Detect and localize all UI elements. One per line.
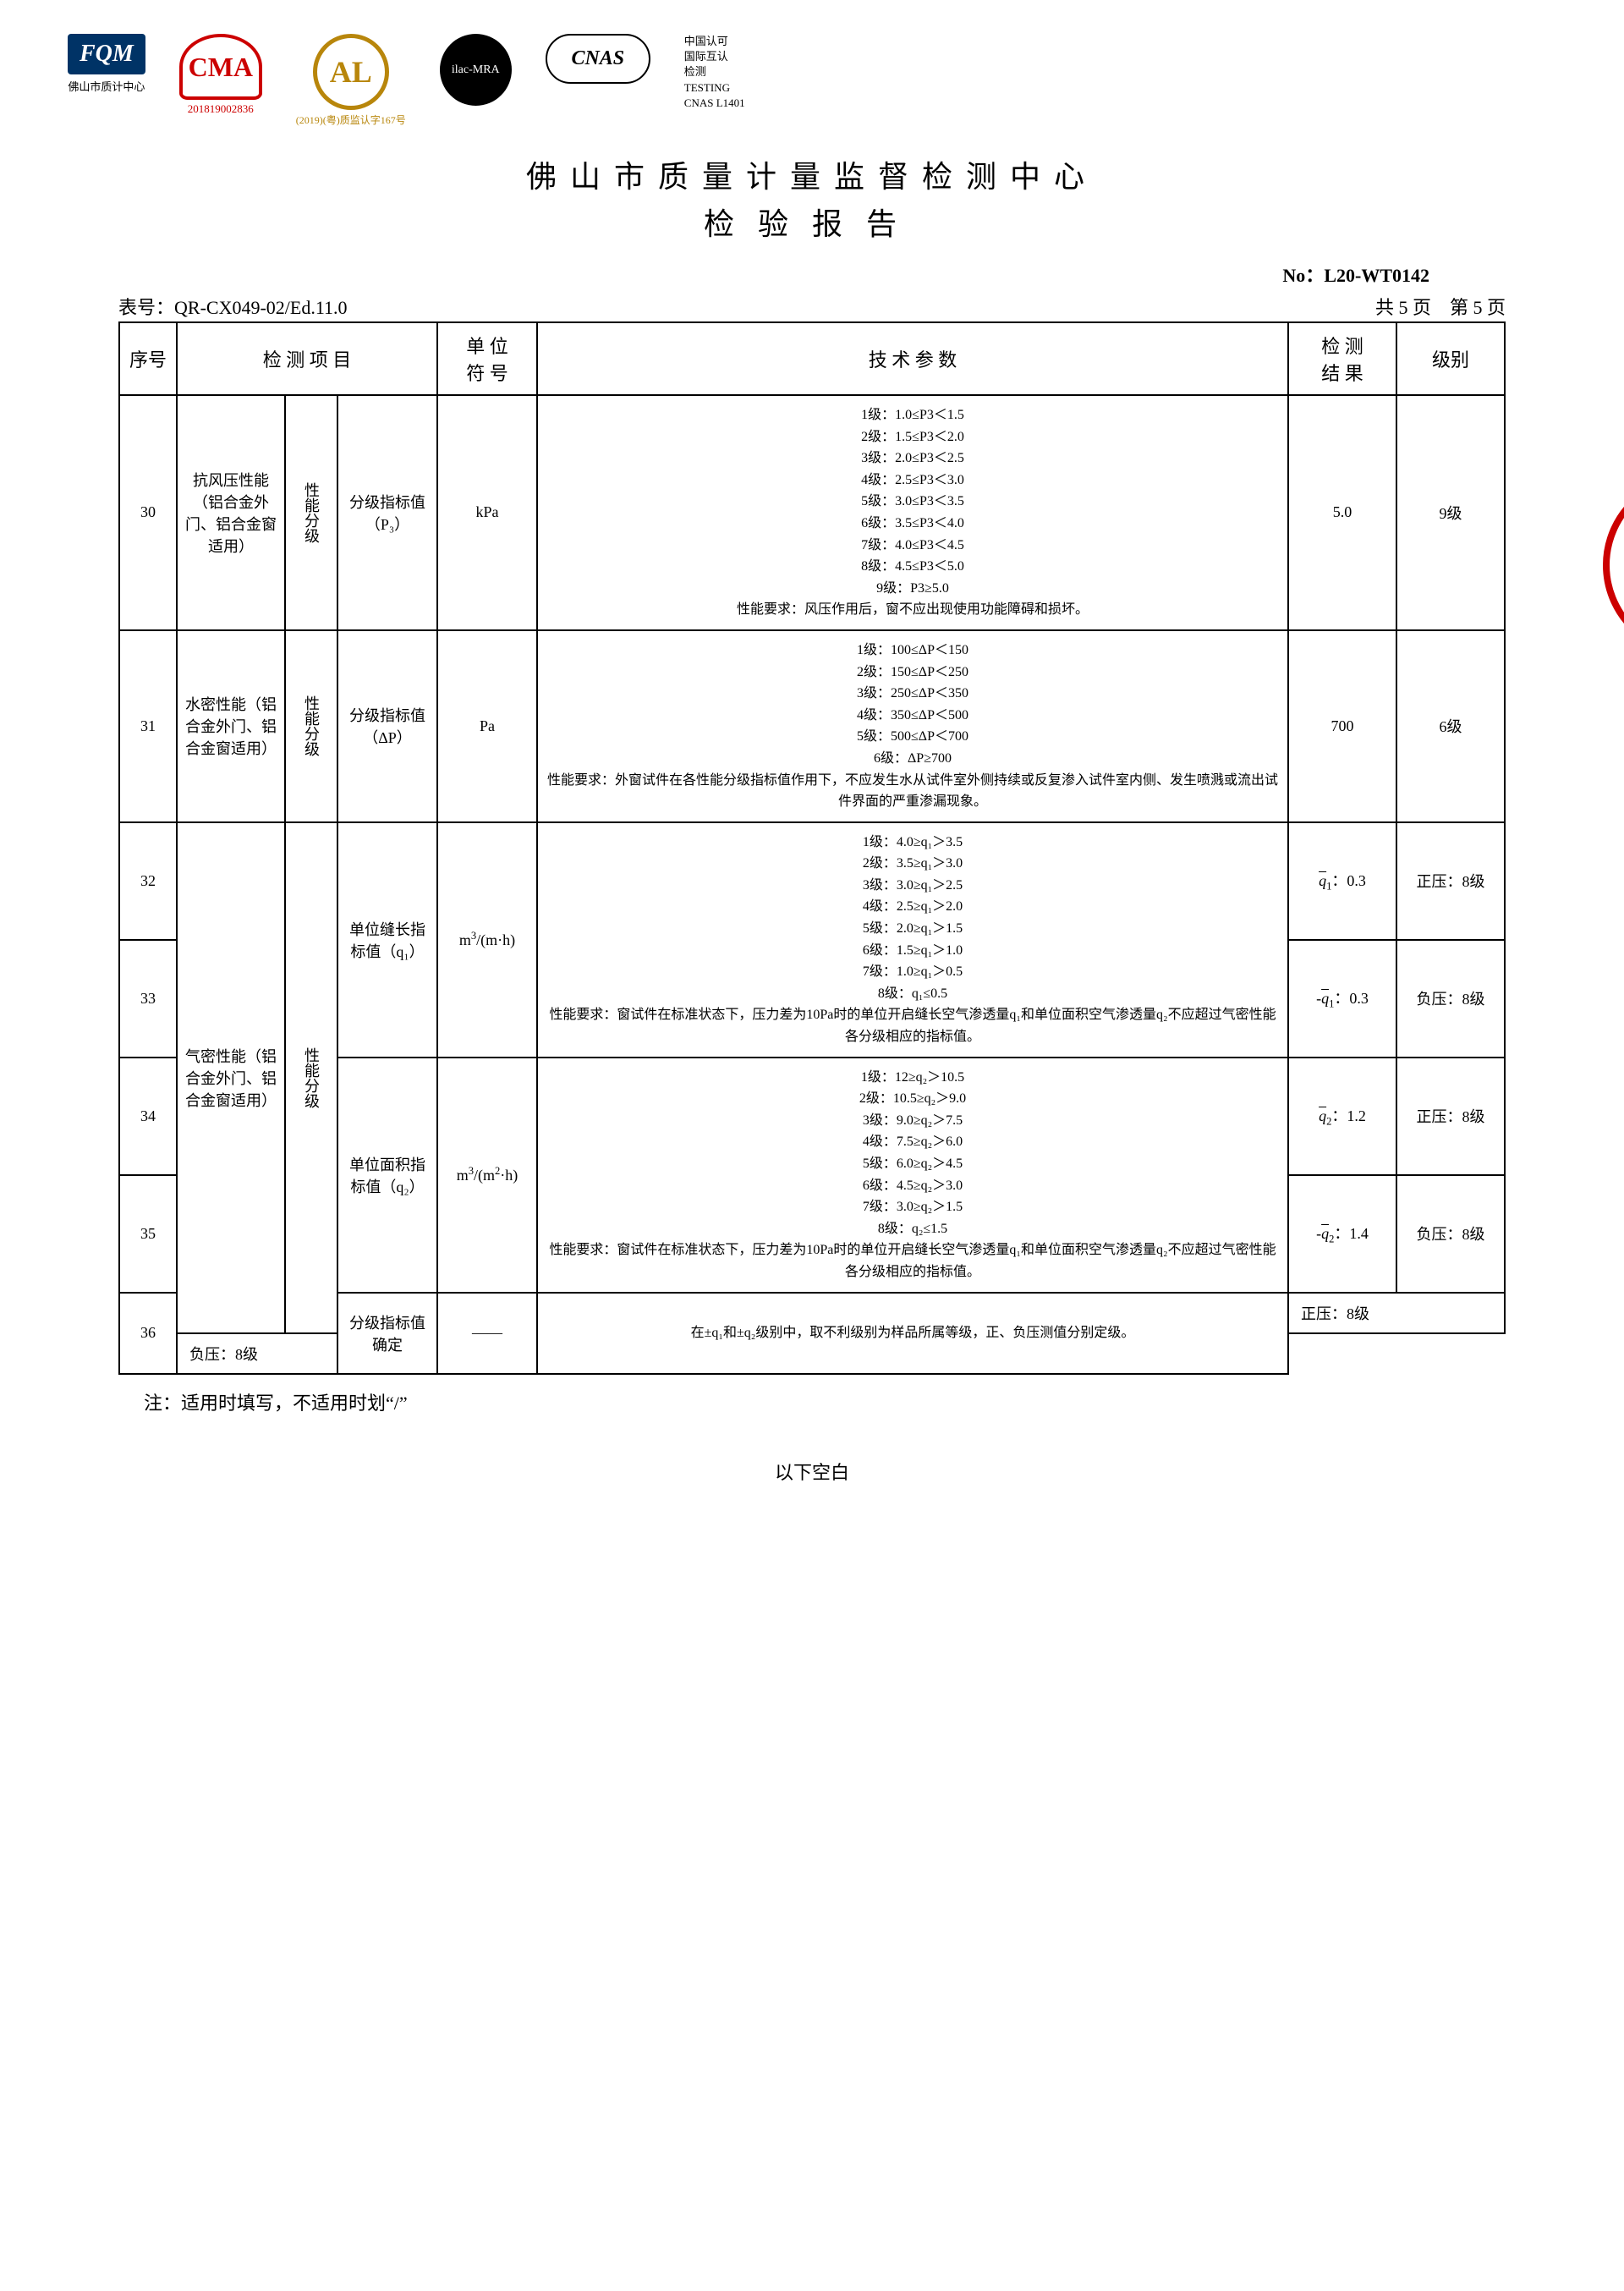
result-35: -q2：1.4	[1288, 1175, 1396, 1293]
cma-number: 201819002836	[188, 102, 254, 116]
unit-31: Pa	[437, 630, 537, 822]
org-title: 佛山市质量计量监督检测中心	[68, 152, 1556, 196]
cnas-text: 中国认可 国际互认 检测 TESTING CNAS L1401	[684, 34, 745, 111]
form-no-label: 表号：	[118, 297, 174, 318]
item1-31: 水密性能（铝合金外门、铝合金窗适用）	[177, 630, 285, 822]
item2-31: 性能分级	[285, 630, 337, 822]
logo-cal-box: AL (2019)(粤)质监认字167号	[296, 34, 406, 127]
row-31: 31 水密性能（铝合金外门、铝合金窗适用） 性能分级 分级指标值（ΔP） Pa …	[119, 630, 1505, 822]
seq-31: 31	[119, 630, 177, 822]
param-30: 1级：1.0≤P3＜1.5 2级：1.5≤P3＜2.0 3级：2.0≤P3＜2.…	[537, 395, 1288, 630]
level-35: 负压：8级	[1396, 1175, 1505, 1293]
cnas-badge-icon: CNAS	[546, 34, 650, 84]
report-number-row: No：L20-WT0142	[68, 261, 1556, 288]
mra-badge-icon: ilac-MRA	[440, 34, 512, 106]
seq-32: 32	[119, 822, 177, 940]
cma-badge-icon: CMA	[179, 34, 262, 100]
level-36-pos: 正压：8级	[1288, 1293, 1505, 1333]
row-32: 32 气密性能（铝合金外门、铝合金窗适用） 性能分级 单位缝长指标值（q₁） m…	[119, 822, 1505, 940]
fqm-sub: 佛山市质计中心	[68, 78, 145, 94]
form-info-row: 表号：QR-CX049-02/Ed.11.0 共 5 页 第 5 页	[118, 293, 1506, 320]
unit-q2: m3/(m2·h)	[437, 1058, 537, 1293]
th-result: 检 测 结 果	[1288, 322, 1396, 395]
item3-q2: 单位面积指标值（q₂）	[337, 1058, 437, 1293]
th-item: 检 测 项 目	[177, 322, 437, 395]
logo-mra-box: ilac-MRA	[440, 34, 512, 106]
level-34: 正压：8级	[1396, 1058, 1505, 1175]
fqm-logo: FQM	[68, 34, 145, 74]
seq-35: 35	[119, 1175, 177, 1293]
level-33: 负压：8级	[1396, 940, 1505, 1058]
result-34: q2：1.2	[1288, 1058, 1396, 1175]
page-info: 共 5 页 第 5 页	[1375, 293, 1506, 320]
item3-36: 分级指标值确定	[337, 1293, 437, 1374]
unit-36: ——	[437, 1293, 537, 1374]
unit-q1: m3/(m·h)	[437, 822, 537, 1058]
level-36-neg: 负压：8级	[177, 1333, 337, 1374]
result-31: 700	[1288, 630, 1396, 822]
seq-36: 36	[119, 1293, 177, 1374]
logo-fqm-box: FQM 佛山市质计中心	[68, 34, 145, 94]
level-30: 9级	[1396, 395, 1505, 630]
form-no-value: QR-CX049-02/Ed.11.0	[174, 297, 348, 318]
cal-number: (2019)(粤)质监认字167号	[296, 113, 406, 127]
param-q2: 1级：12≥q₂＞10.5 2级：10.5≥q₂＞9.0 3级：9.0≥q₂＞7…	[537, 1058, 1288, 1293]
param-36: 在±q₁和±q₂级别中，取不利级别为样品所属等级，正、负压测值分别定级。	[537, 1293, 1288, 1374]
report-subtitle: 检验报告	[68, 200, 1556, 244]
result-32: q1：0.3	[1288, 822, 1396, 940]
blank-below: 以下空白	[68, 1458, 1556, 1485]
footnote: 注：适用时填写，不适用时划“/”	[144, 1388, 1506, 1415]
level-31: 6级	[1396, 630, 1505, 822]
item1-airtight: 气密性能（铝合金外门、铝合金窗适用）	[177, 822, 285, 1333]
logo-cma-box: CMA 201819002836	[179, 34, 262, 116]
th-level: 级别	[1396, 322, 1505, 395]
item1-30: 抗风压性能（铝合金外门、铝合金窗适用）	[177, 395, 285, 630]
th-unit: 单 位 符 号	[437, 322, 537, 395]
level-32: 正压：8级	[1396, 822, 1505, 940]
th-seq: 序号	[119, 322, 177, 395]
seq-30: 30	[119, 395, 177, 630]
unit-30: kPa	[437, 395, 537, 630]
param-31: 1级：100≤ΔP＜150 2级：150≤ΔP＜250 3级：250≤ΔP＜35…	[537, 630, 1288, 822]
row-30: 30 抗风压性能（铝合金外门、铝合金窗适用） 性能分级 分级指标值（P₃） kP…	[119, 395, 1505, 630]
result-33: -q1：0.3	[1288, 940, 1396, 1058]
report-no-label: No：	[1282, 265, 1324, 286]
logo-cnas-box: CNAS	[546, 34, 650, 84]
seq-34: 34	[119, 1058, 177, 1175]
stamp-edge-icon: 章	[1594, 474, 1624, 694]
item2-30: 性能分级	[285, 395, 337, 630]
cal-badge-icon: AL	[313, 34, 389, 110]
inspection-table: 序号 检 测 项 目 单 位 符 号 技 术 参 数 检 测 结 果 级别 30…	[118, 321, 1506, 1375]
param-q1: 1级：4.0≥q₁＞3.5 2级：3.5≥q₁＞3.0 3级：3.0≥q₁＞2.…	[537, 822, 1288, 1058]
item3-30: 分级指标值（P₃）	[337, 395, 437, 630]
report-no-value: L20-WT0142	[1324, 265, 1429, 286]
seq-33: 33	[119, 940, 177, 1058]
item3-q1: 单位缝长指标值（q₁）	[337, 822, 437, 1058]
header-row: 序号 检 测 项 目 单 位 符 号 技 术 参 数 检 测 结 果 级别	[119, 322, 1505, 395]
item3-31: 分级指标值（ΔP）	[337, 630, 437, 822]
item2-airtight: 性能分级	[285, 822, 337, 1333]
header-logos: FQM 佛山市质计中心 CMA 201819002836 AL (2019)(粤…	[68, 34, 1556, 127]
result-30: 5.0	[1288, 395, 1396, 630]
th-param: 技 术 参 数	[537, 322, 1288, 395]
